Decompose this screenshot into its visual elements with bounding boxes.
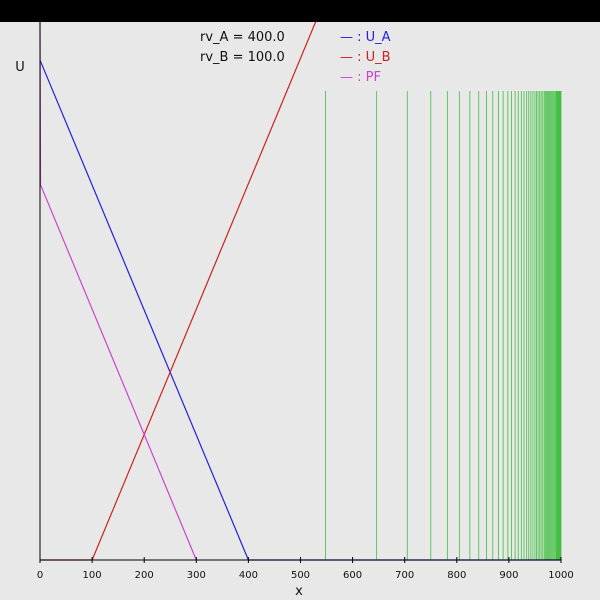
legend-item-u-b: — : U_B (340, 50, 391, 65)
legend-item-pf: — : PF (340, 70, 381, 85)
series-line-u-b (40, 22, 317, 561)
legend-item-u-a: — : U_A (340, 30, 391, 45)
x-tick-label-10: 1000 (548, 570, 573, 581)
x-tick-label-6: 600 (343, 570, 362, 581)
x-tick-label-0: 0 (37, 570, 43, 581)
x-axis-label: x (295, 584, 303, 599)
x-tick-label-5: 500 (291, 570, 310, 581)
param-rv-b: rv_B = 100.0 (200, 50, 285, 65)
y-axis-label: U (15, 60, 25, 75)
x-tick-label-7: 700 (395, 570, 414, 581)
series-line-u-a (39, 59, 561, 561)
x-tick-label-9: 900 (499, 570, 518, 581)
title-bar (0, 0, 600, 22)
x-tick-label-3: 300 (187, 570, 206, 581)
x-tick-label-8: 800 (447, 570, 466, 581)
param-rv-a: rv_A = 400.0 (200, 30, 285, 45)
x-tick-label-4: 400 (239, 570, 258, 581)
x-tick-label-1: 100 (83, 570, 102, 581)
x-tick-label-2: 200 (135, 570, 154, 581)
series-line-pf (39, 22, 197, 561)
